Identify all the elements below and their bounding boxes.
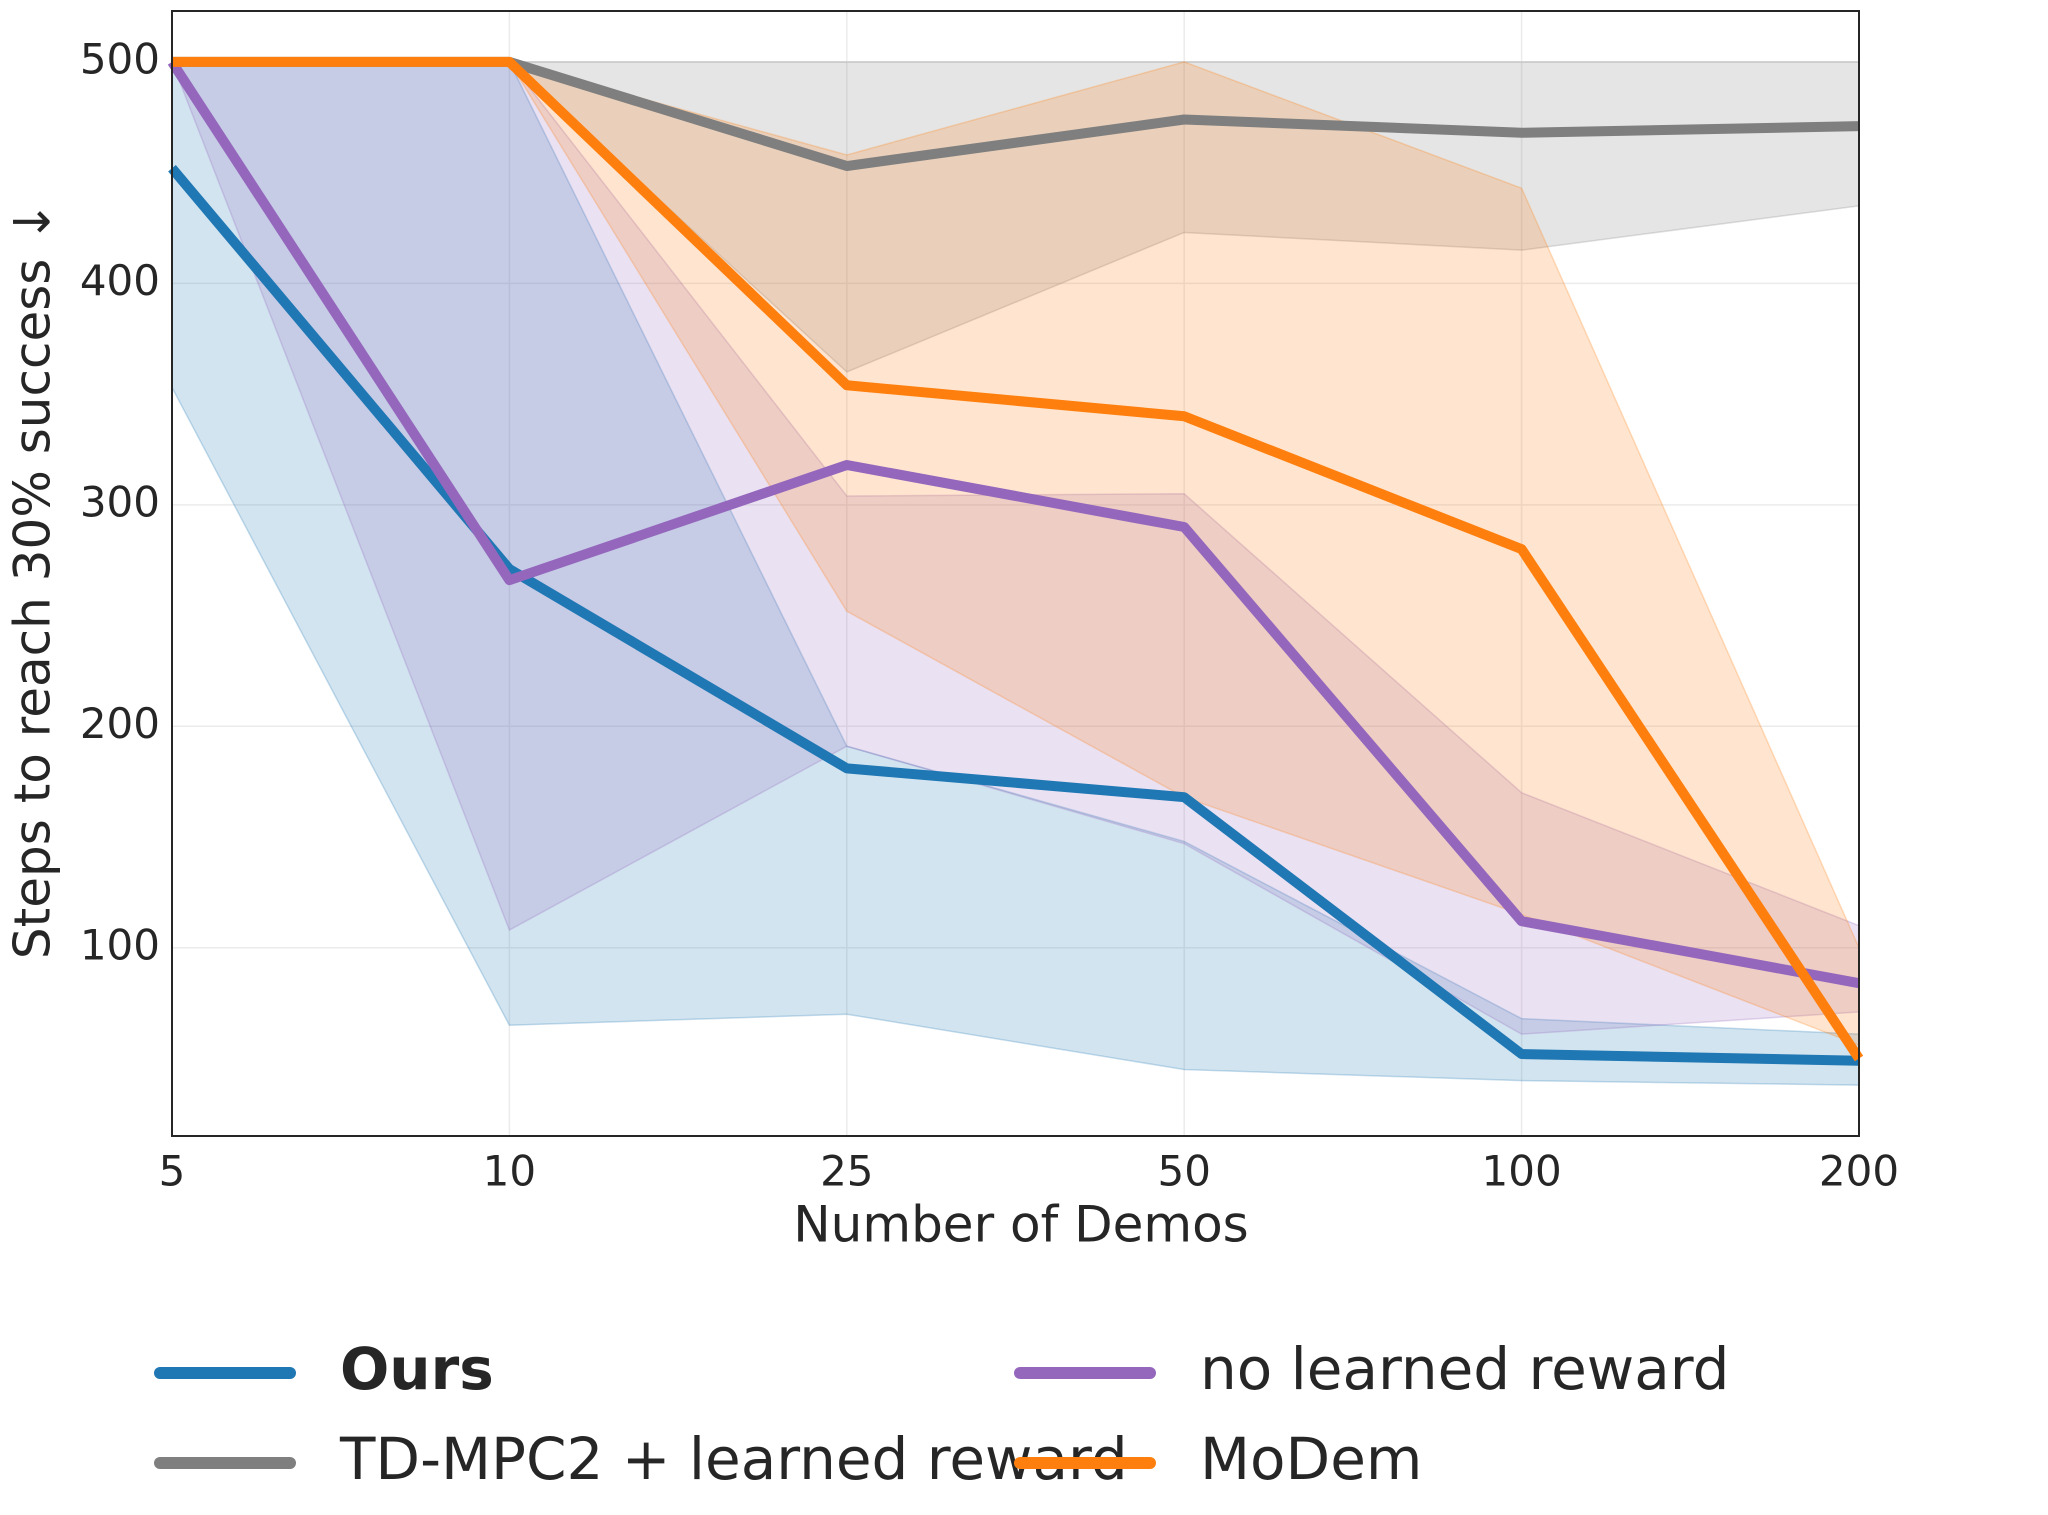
y-tick-label: 400 <box>80 256 160 305</box>
y-tick-label: 300 <box>80 477 160 526</box>
x-tick-label: 25 <box>820 1147 873 1196</box>
y-tick-label: 200 <box>80 699 160 748</box>
y-tick-label: 100 <box>80 920 160 969</box>
y-axis-label: Steps to reach 30% success ↓ <box>4 201 62 959</box>
x-tick-label: 50 <box>1157 1147 1210 1196</box>
line <box>167 59 1860 989</box>
legend-label: Ours <box>340 1335 494 1403</box>
line <box>172 56 1864 1062</box>
y-tick-label: 500 <box>80 34 160 83</box>
x-tick-label: 10 <box>483 1147 536 1196</box>
plot-frame <box>171 10 1860 1137</box>
x-tick-label: 200 <box>1819 1147 1899 1196</box>
x-tick-label: 100 <box>1482 1147 1562 1196</box>
legend-label: MoDem <box>1200 1425 1422 1493</box>
legend-label: TD-MPC2 + learned reward <box>339 1425 1128 1493</box>
x-axis-label: Number of Demos <box>793 1196 1248 1254</box>
legend-label: no learned reward <box>1200 1335 1729 1403</box>
x-tick-label: 5 <box>159 1147 186 1196</box>
